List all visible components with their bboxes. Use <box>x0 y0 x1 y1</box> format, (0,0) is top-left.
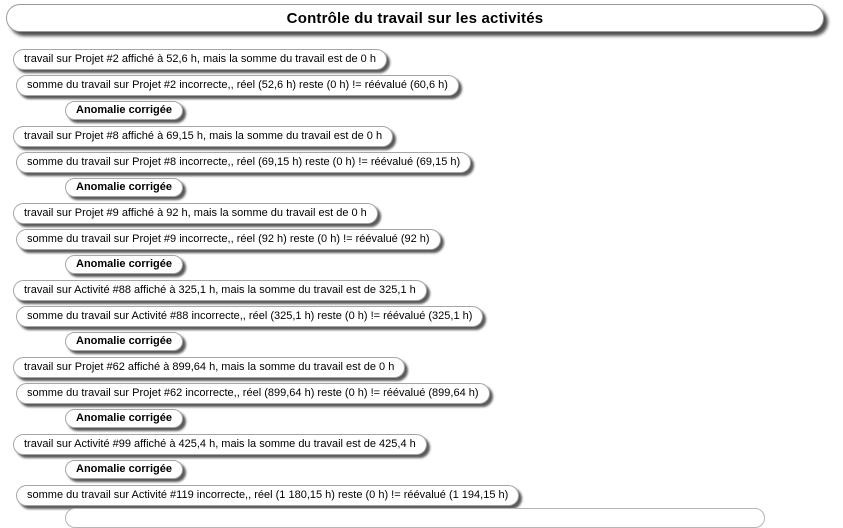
work-message: travail sur Projet #9 affiché à 92 h, ma… <box>13 203 378 224</box>
work-message: travail sur Activité #99 affiché à 425,4… <box>13 434 427 455</box>
work-message: travail sur Projet #2 affiché à 52,6 h, … <box>13 49 387 70</box>
sum-message: somme du travail sur Activité #119 incor… <box>16 485 520 506</box>
work-message: travail sur Activité #88 affiché à 325,1… <box>13 280 427 301</box>
sum-message: somme du travail sur Projet #2 incorrect… <box>16 75 459 96</box>
truncated-message-box <box>65 508 765 528</box>
anomaly-corrected-badge: Anomalie corrigée <box>65 460 183 479</box>
sum-message: somme du travail sur Projet #62 incorrec… <box>16 383 490 404</box>
sum-message: somme du travail sur Activité #88 incorr… <box>16 306 484 327</box>
sum-message: somme du travail sur Projet #8 incorrect… <box>16 152 472 173</box>
anomaly-corrected-badge: Anomalie corrigée <box>65 178 183 197</box>
page-title-bar: Contrôle du travail sur les activités <box>6 4 824 32</box>
anomaly-corrected-badge: Anomalie corrigée <box>65 255 183 274</box>
anomaly-corrected-badge: Anomalie corrigée <box>65 101 183 120</box>
sum-message: somme du travail sur Projet #9 incorrect… <box>16 229 441 250</box>
anomaly-corrected-badge: Anomalie corrigée <box>65 332 183 351</box>
anomaly-corrected-badge: Anomalie corrigée <box>65 409 183 428</box>
message-list: travail sur Projet #2 affiché à 52,6 h, … <box>0 49 520 511</box>
work-message: travail sur Projet #62 affiché à 899,64 … <box>13 357 406 378</box>
page-title: Contrôle du travail sur les activités <box>286 9 544 27</box>
work-message: travail sur Projet #8 affiché à 69,15 h,… <box>13 126 394 147</box>
